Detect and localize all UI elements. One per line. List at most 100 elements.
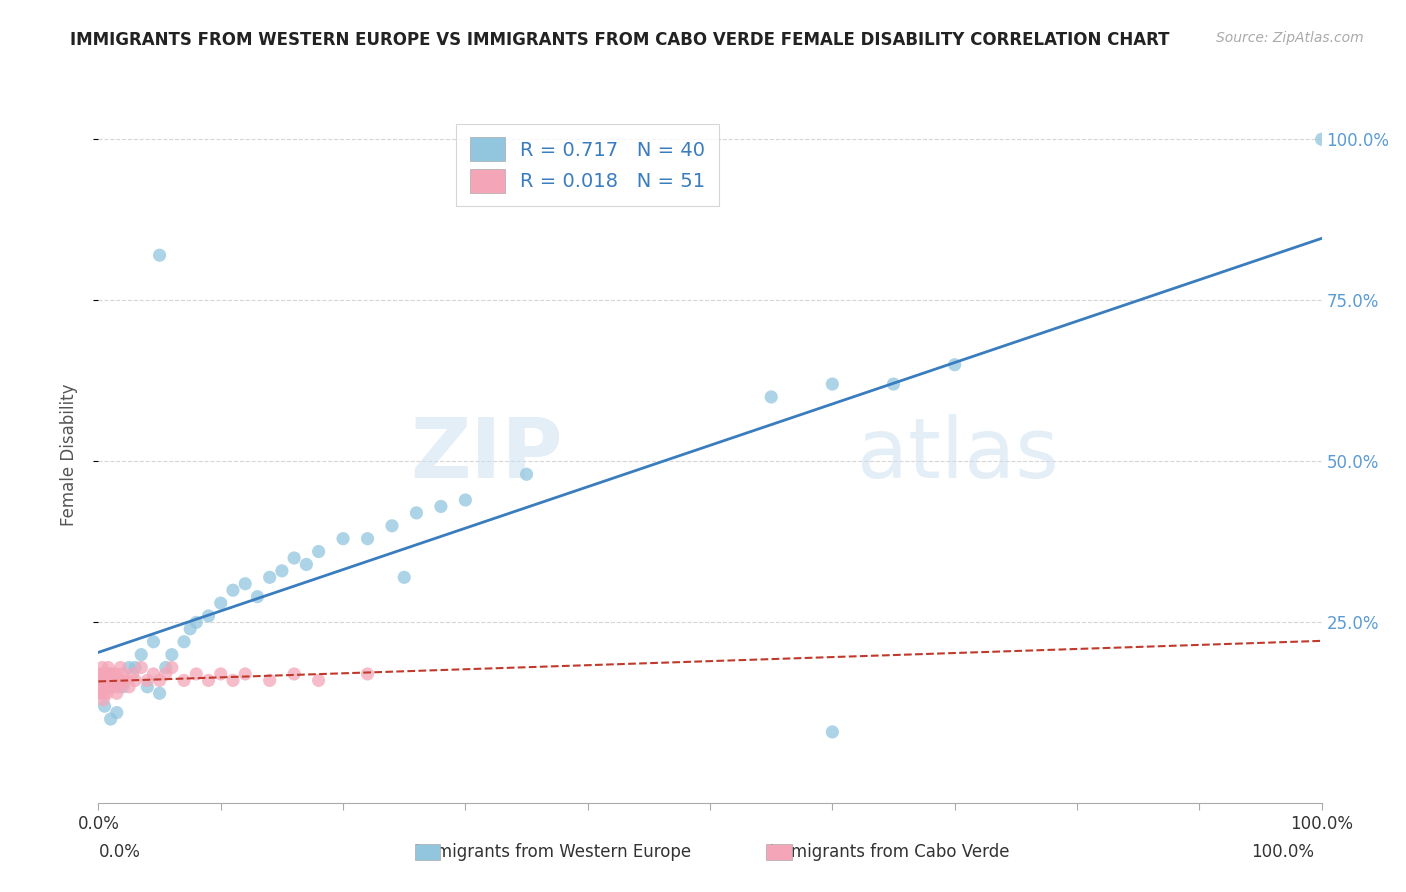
Point: [93, 686, 115, 700]
Point: [160, 660, 183, 674]
Point: [222, 583, 245, 598]
Point: [89, 667, 111, 681]
Point: [186, 667, 208, 681]
Point: [233, 576, 256, 591]
Legend: R = 0.717   N = 40, R = 0.018   N = 51: R = 0.717 N = 40, R = 0.018 N = 51: [457, 124, 718, 206]
Point: [90, 686, 112, 700]
Point: [105, 706, 128, 720]
Y-axis label: Female Disability: Female Disability: [59, 384, 77, 526]
Text: Source: ZipAtlas.com: Source: ZipAtlas.com: [1216, 31, 1364, 45]
Point: [101, 673, 124, 688]
Point: [89, 680, 111, 694]
Text: 0.0%: 0.0%: [98, 843, 141, 861]
Point: [142, 634, 165, 648]
Point: [110, 660, 132, 674]
Point: [179, 622, 201, 636]
Point: [91, 667, 114, 681]
Point: [108, 680, 131, 694]
Point: [94, 680, 117, 694]
Point: [105, 686, 128, 700]
Point: [124, 660, 146, 674]
Point: [101, 667, 124, 681]
Text: Immigrants from Cabo Verde: Immigrants from Cabo Verde: [734, 843, 1010, 861]
Point: [308, 673, 330, 688]
Point: [155, 667, 177, 681]
Text: IMMIGRANTS FROM WESTERN EUROPE VS IMMIGRANTS FROM CABO VERDE FEMALE DISABILITY C: IMMIGRANTS FROM WESTERN EUROPE VS IMMIGR…: [70, 31, 1170, 49]
Point: [97, 660, 120, 674]
Text: ZIP: ZIP: [411, 415, 564, 495]
Point: [160, 648, 183, 662]
Point: [149, 248, 172, 262]
Text: 100.0%: 100.0%: [1251, 843, 1315, 861]
Point: [100, 712, 122, 726]
Point: [142, 667, 165, 681]
Point: [104, 667, 127, 681]
Point: [943, 358, 966, 372]
Point: [111, 673, 134, 688]
Point: [94, 667, 117, 681]
Point: [821, 377, 844, 392]
Point: [209, 667, 232, 681]
Point: [173, 634, 195, 648]
Point: [381, 518, 404, 533]
Text: atlas: atlas: [856, 415, 1059, 495]
Point: [97, 680, 120, 694]
Point: [246, 590, 269, 604]
Point: [405, 506, 427, 520]
Point: [111, 680, 134, 694]
Point: [430, 500, 453, 514]
Point: [136, 673, 159, 688]
Point: [96, 673, 118, 688]
Point: [93, 699, 115, 714]
Point: [332, 532, 354, 546]
Point: [821, 725, 844, 739]
Point: [100, 673, 122, 688]
Point: [186, 615, 208, 630]
Point: [87, 673, 110, 688]
Point: [111, 667, 134, 681]
Point: [91, 692, 114, 706]
Point: [283, 667, 305, 681]
Point: [222, 673, 245, 688]
Point: [155, 660, 177, 674]
Point: [173, 673, 195, 688]
Point: [121, 667, 143, 681]
Point: [100, 680, 122, 694]
Point: [883, 377, 905, 392]
Point: [283, 551, 305, 566]
Point: [129, 660, 152, 674]
Point: [91, 680, 114, 694]
Point: [96, 686, 118, 700]
Point: [149, 686, 172, 700]
Point: [129, 648, 152, 662]
Point: [124, 673, 146, 688]
Point: [761, 390, 783, 404]
Point: [308, 544, 330, 558]
Point: [118, 660, 141, 674]
Point: [233, 667, 256, 681]
Point: [93, 673, 115, 688]
Point: [1310, 132, 1333, 146]
Point: [197, 673, 219, 688]
Point: [392, 570, 416, 584]
Point: [91, 660, 114, 674]
Point: [114, 673, 136, 688]
Text: Immigrants from Western Europe: Immigrants from Western Europe: [378, 843, 690, 861]
Point: [356, 532, 378, 546]
Point: [90, 673, 112, 688]
Point: [103, 680, 125, 694]
Point: [454, 493, 477, 508]
Point: [98, 667, 121, 681]
Point: [118, 680, 141, 694]
Point: [209, 596, 232, 610]
Point: [149, 673, 172, 688]
Point: [259, 673, 281, 688]
Point: [259, 570, 281, 584]
Point: [136, 680, 159, 694]
Point: [356, 667, 378, 681]
Point: [270, 564, 294, 578]
Point: [197, 609, 219, 624]
Point: [515, 467, 537, 482]
Point: [87, 686, 110, 700]
Point: [107, 673, 129, 688]
